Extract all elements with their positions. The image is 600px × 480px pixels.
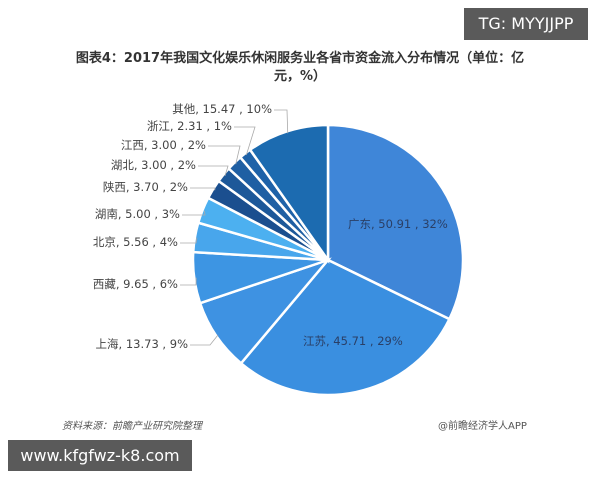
slice-label-3: 西藏, 9.65 , 6% <box>93 277 178 291</box>
leader-line-5 <box>182 210 206 216</box>
source-note: 资料来源：前瞻产业研究院整理 <box>62 421 202 432</box>
leader-line-4 <box>180 237 198 244</box>
watermark-bottom-left: www.kfgfwz-k8.com <box>8 440 192 471</box>
leader-line-7 <box>198 165 229 176</box>
leader-line-10 <box>274 109 289 134</box>
slice-label-0: 广东, 50.91 , 32% <box>348 217 448 231</box>
credit-note: @前瞻经济学人APP <box>438 421 527 432</box>
leader-line-6 <box>190 187 216 191</box>
leader-line-9 <box>234 126 256 156</box>
slice-label-8: 江西, 3.00 , 2% <box>121 138 206 152</box>
pie-slice-1 <box>239 258 452 397</box>
slice-label-2: 上海, 13.73 , 9% <box>96 337 189 351</box>
chart-title-line2: 元，%） <box>273 69 327 84</box>
slice-labels: 广东, 50.91 , 32% 江苏, 45.71 , 29% 上海, 13.73 … <box>93 102 448 351</box>
chart-title-line1: 图表4：2017年我国文化娱乐休闲服务业各省市资金流入分布情况（单位：亿 <box>75 51 525 66</box>
leader-line-8 <box>208 145 241 165</box>
watermark-top-right: TG: MYYJJPP <box>464 8 588 40</box>
slice-label-5: 湖南, 5.00 , 3% <box>95 207 180 221</box>
slice-label-4: 北京, 5.56 , 4% <box>93 235 178 249</box>
slice-label-10: 其他, 15.47 , 10% <box>172 102 272 116</box>
pie-slice-10 <box>248 123 330 264</box>
slice-label-1: 江苏, 45.71 , 29% <box>303 334 403 348</box>
leader-lines <box>180 109 289 346</box>
pie-slices <box>191 123 465 397</box>
leader-line-2 <box>190 334 219 346</box>
slice-label-7: 湖北, 3.00 , 2% <box>111 158 196 172</box>
slice-label-9: 浙江, 2.31 , 1% <box>147 119 232 133</box>
pie-slice-0 <box>326 123 465 321</box>
slice-label-6: 陕西, 3.70 , 2% <box>103 180 188 194</box>
chart-title: 图表4：2017年我国文化娱乐休闲服务业各省市资金流入分布情况（单位：亿 元，%… <box>40 50 560 86</box>
leader-line-3 <box>180 277 197 286</box>
